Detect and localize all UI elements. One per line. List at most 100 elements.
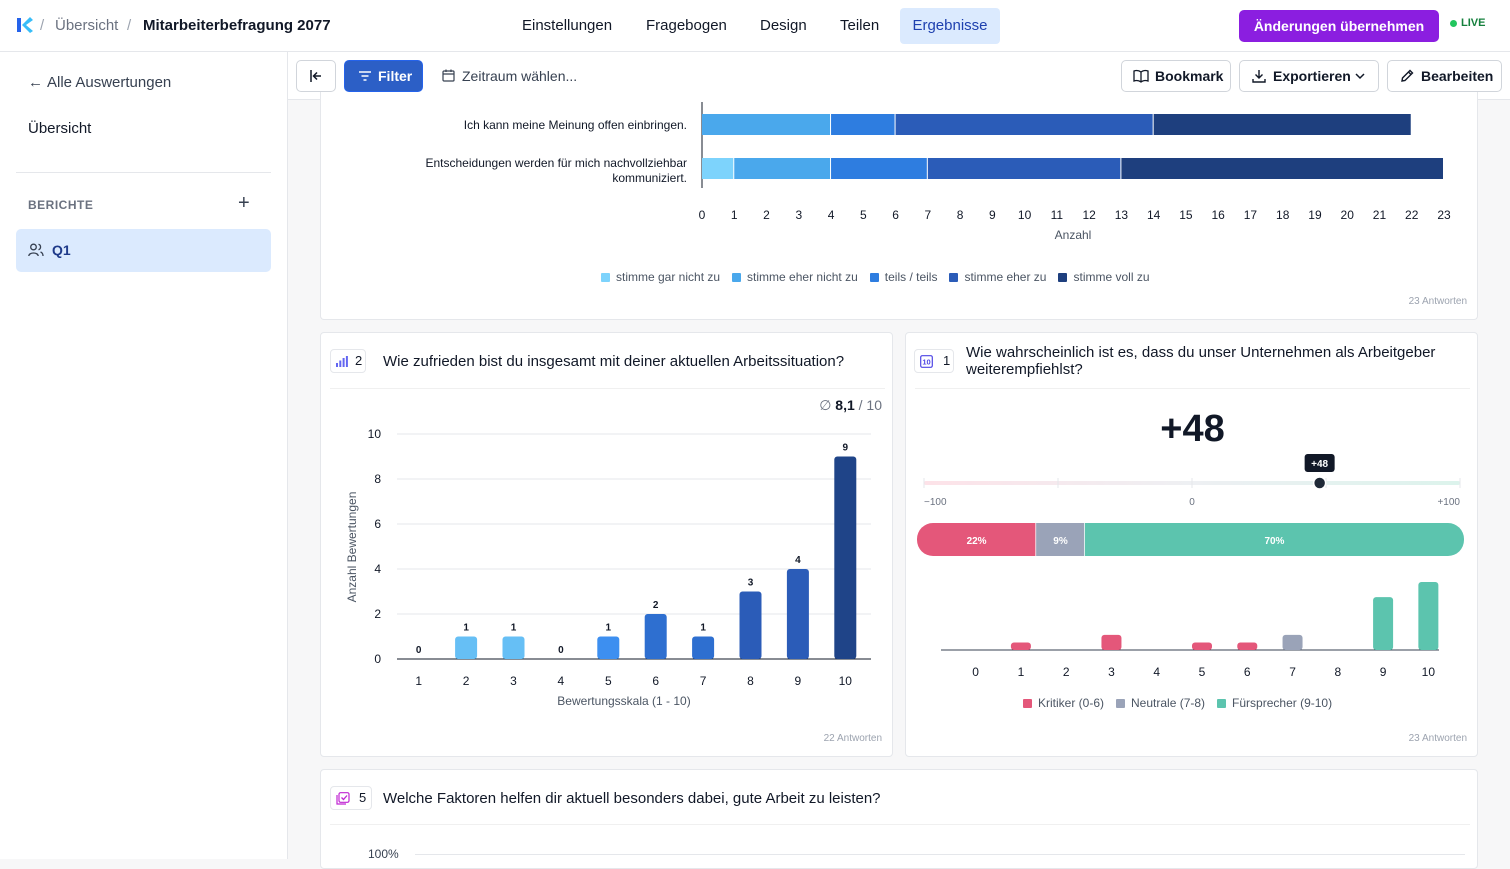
x-tick-label: 6 <box>892 208 899 222</box>
legend-item[interactable]: Kritiker (0-6) <box>1023 696 1104 710</box>
filter-label: Filter <box>378 68 413 84</box>
question-number: 2 <box>355 353 363 368</box>
nps-split-bar <box>917 523 1464 556</box>
legend-item[interactable]: Neutrale (7-8) <box>1116 696 1205 710</box>
y-tick-label: 4 <box>374 562 381 576</box>
multi-select-icon <box>336 792 350 805</box>
legend-label: stimme gar nicht zu <box>616 270 721 284</box>
nps-distribution-bar <box>1373 597 1394 650</box>
x-tick-label: 2 <box>763 208 770 222</box>
response-count: 23 Antworten <box>1408 296 1467 307</box>
sidebar-item-q1[interactable]: Q1 <box>16 229 271 272</box>
sidebar-item-overview[interactable]: Übersicht <box>28 120 92 137</box>
nps-split-segment <box>1036 523 1085 556</box>
nps-marker-dot <box>1312 476 1327 490</box>
filter-button[interactable]: Filter <box>344 60 423 92</box>
collapse-sidebar-button[interactable] <box>296 60 336 92</box>
legend-item[interactable]: stimme gar nicht zu <box>601 270 720 284</box>
book-open-icon <box>1133 69 1149 83</box>
x-tick-label: 2 <box>1063 665 1070 679</box>
legend-label: teils / teils <box>884 270 938 284</box>
x-tick-label: 9 <box>795 674 802 688</box>
tab-ergebnisse[interactable]: Ergebnisse <box>900 8 1000 44</box>
app-logo-icon[interactable] <box>16 16 34 34</box>
legend-label: stimme eher zu <box>964 270 1047 284</box>
filter-icon <box>359 71 371 81</box>
legend-item[interactable]: teils / teils <box>869 270 938 284</box>
question-text: Welche Faktoren helfen dir aktuell beson… <box>383 790 881 807</box>
x-tick-label: 4 <box>558 674 565 688</box>
x-tick-label: 0 <box>699 208 706 222</box>
timerange-picker[interactable]: Zeitraum wählen... <box>442 68 577 84</box>
legend-label: Neutrale (7-8) <box>1131 696 1206 710</box>
x-axis-title: Bewertungsskala (1 - 10) <box>557 694 690 708</box>
satisfaction-chart-card: 2 Wie zufrieden bist du insgesamt mit de… <box>320 332 893 757</box>
x-tick-label: 11 <box>1051 208 1064 222</box>
edit-button[interactable]: Bearbeiten <box>1387 60 1502 92</box>
category-label: kommuniziert. <box>612 171 687 185</box>
bar-value-label: 1 <box>606 623 612 634</box>
nps-distribution-bar <box>1418 582 1439 650</box>
tab-teilen[interactable]: Teilen <box>840 17 880 34</box>
response-count: 22 Antworten <box>823 733 882 744</box>
legend-item[interactable]: stimme eher nicht zu <box>732 270 858 284</box>
legend-label: Kritiker (0-6) <box>1038 696 1105 710</box>
x-tick-label: 8 <box>747 674 754 688</box>
bar-value-label: 1 <box>511 623 517 634</box>
breadcrumb-overview-link[interactable]: Übersicht <box>55 17 119 34</box>
legend-item[interactable]: Fürsprecher (9-10) <box>1217 696 1332 710</box>
nps-split-label: 9% <box>1053 536 1068 547</box>
legend-item[interactable]: stimme eher zu <box>949 270 1046 284</box>
nps-legend: Kritiker (0-6) Neutrale (7-8) Fürsprecher … <box>1023 696 1344 710</box>
x-tick-label: 9 <box>989 208 996 222</box>
x-tick-label: 8 <box>957 208 964 222</box>
bar <box>502 636 525 659</box>
bar-value-label: 2 <box>653 600 659 611</box>
breadcrumb-separator: / <box>40 17 45 34</box>
export-label: Exportieren <box>1273 68 1351 84</box>
bar-value-label: 3 <box>748 578 754 589</box>
nps-split-segment <box>1084 523 1464 556</box>
x-tick-label: 5 <box>605 674 612 688</box>
collapse-left-icon <box>310 70 321 82</box>
x-tick-label: 23 <box>1437 208 1451 222</box>
bookmark-button[interactable]: Bookmark <box>1121 60 1231 92</box>
x-tick-label: 22 <box>1405 208 1419 222</box>
stacked-bar-segment <box>734 158 831 179</box>
x-tick-label: 13 <box>1115 208 1129 222</box>
tab-fragebogen[interactable]: Fragebogen <box>646 17 727 34</box>
nps-score: +48 <box>1160 408 1225 450</box>
bar-value-label: 0 <box>558 645 564 656</box>
nps-scale-min: −100 <box>924 497 947 508</box>
legend-swatch <box>1023 699 1032 708</box>
back-label: Alle Auswertungen <box>47 74 172 91</box>
legend-item[interactable]: stimme voll zu <box>1058 270 1150 284</box>
tab-design[interactable]: Design <box>760 17 807 34</box>
factors-chart-card: 5 Welche Faktoren helfen dir aktuell bes… <box>320 769 1478 869</box>
tab-einstellungen[interactable]: Einstellungen <box>522 17 613 34</box>
x-tick-label: 8 <box>1334 665 1341 679</box>
bar-value-label: 9 <box>843 443 849 454</box>
bar-value-label: 1 <box>700 623 706 634</box>
x-tick-label: 7 <box>700 674 707 688</box>
live-label: LIVE <box>1461 17 1486 29</box>
average-max: / 10 <box>858 397 882 413</box>
top-bar: / Übersicht / Mitarbeiterbefragung 2077 … <box>0 0 1510 52</box>
x-tick-label: 7 <box>1289 665 1296 679</box>
breadcrumb-current: Mitarbeiterbefragung 2077 <box>143 17 331 34</box>
nps-scale-mid: 0 <box>1189 497 1195 508</box>
x-tick-label: 6 <box>652 674 659 688</box>
stacked-bar-segment <box>927 158 1121 179</box>
legend-label: stimme eher nicht zu <box>747 270 858 284</box>
back-to-all-reports-link[interactable]: ← Alle Auswertungen <box>28 74 171 91</box>
nps-distribution-bar <box>1010 642 1031 650</box>
legend-swatch <box>601 273 610 282</box>
bar-value-label: 1 <box>463 623 469 634</box>
export-dropdown-button[interactable]: Exportieren <box>1239 60 1379 92</box>
add-report-plus-icon[interactable]: + <box>238 192 250 214</box>
nps-distribution-bar <box>1192 642 1212 650</box>
sidebar-divider <box>16 172 271 173</box>
x-tick-label: 4 <box>828 208 835 222</box>
apply-changes-button[interactable]: Änderungen übernehmen <box>1239 10 1439 42</box>
stacked-bar-segment <box>1153 114 1411 135</box>
